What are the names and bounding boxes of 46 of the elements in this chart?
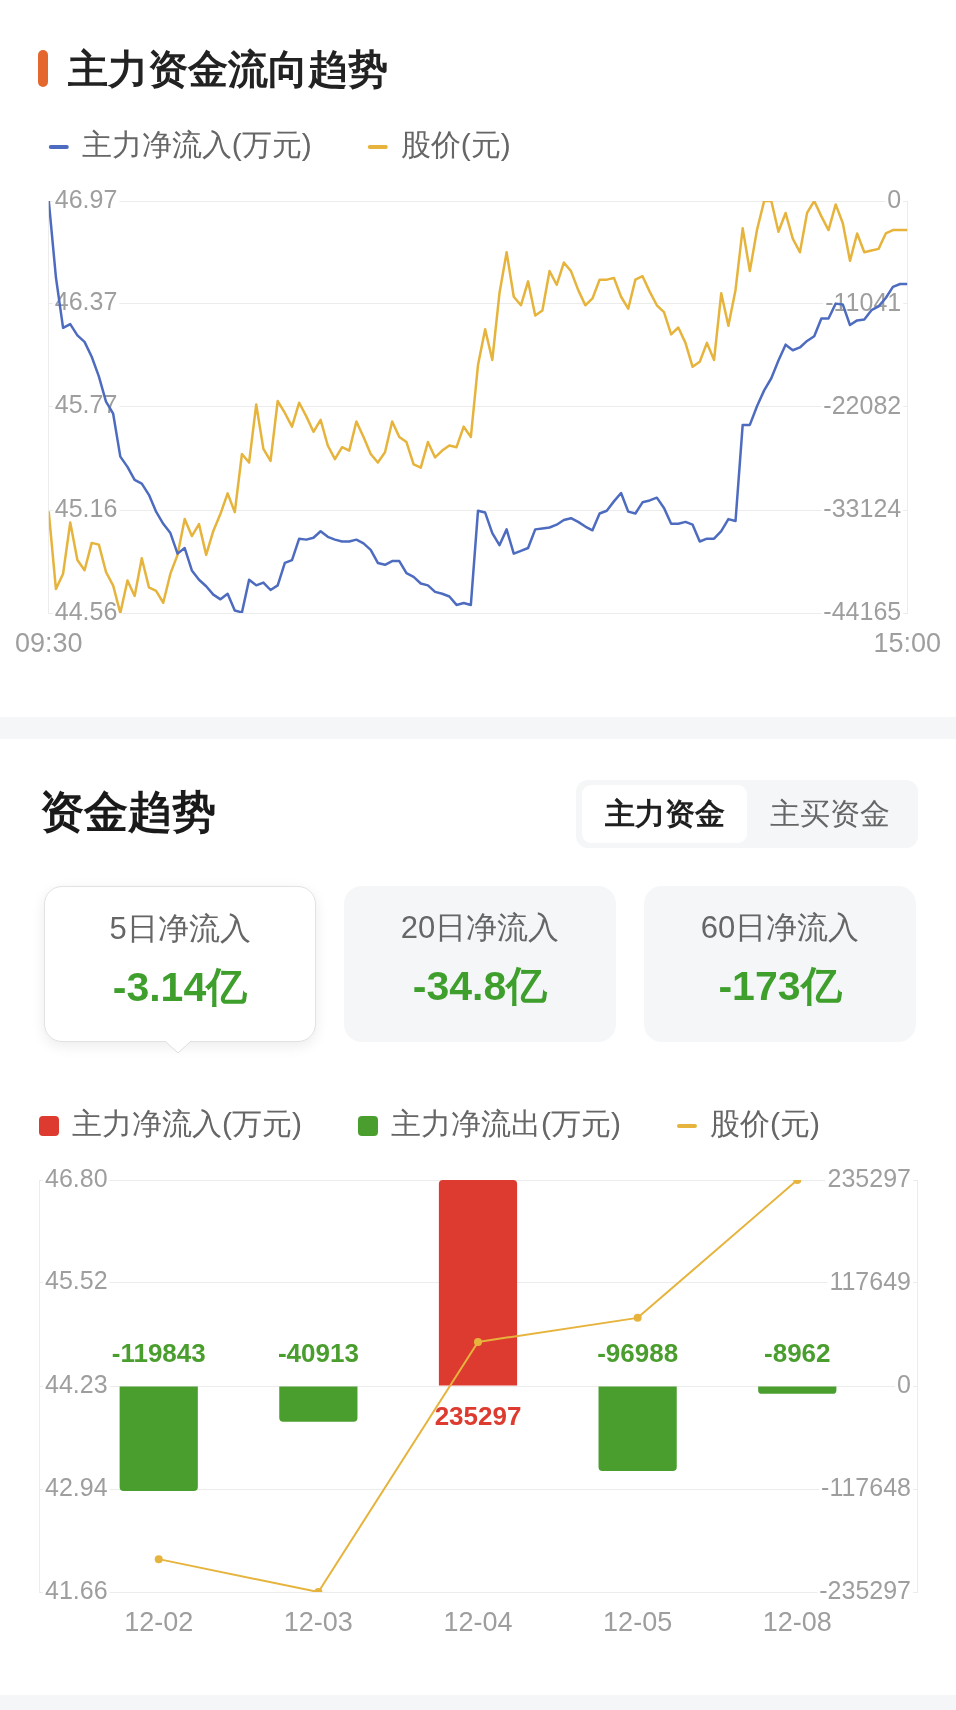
summary-card: 5日净流入 -3.14亿: [44, 886, 316, 1042]
y2-tick-label: -117648: [821, 1472, 911, 1501]
y-tick-label: 42.94: [45, 1473, 108, 1502]
text: 资金趋势: [40, 786, 216, 838]
y2-tick-label: -44165: [823, 596, 902, 625]
legend-label: 股价(元): [400, 128, 511, 162]
summary-card: 60日净流入 -173亿: [644, 886, 916, 1042]
x-tick-label: 15:00: [873, 627, 942, 658]
y2-tick-label: -235297: [819, 1575, 911, 1604]
legend-label: 主力净流入(万元): [81, 128, 312, 162]
data-label: -119843: [111, 1337, 206, 1368]
legend-label: 股价(元): [709, 1107, 820, 1141]
legend-label: 主力净流出(万元): [390, 1107, 621, 1141]
y-tick-label: 44.23: [45, 1369, 108, 1398]
x-tick-label: 12-03: [283, 1606, 353, 1637]
y-tick-label: 45.52: [45, 1266, 108, 1295]
selected-tab: 主力资金: [582, 785, 747, 843]
legend-label: 主力净流入(万元): [72, 1107, 302, 1141]
y2-tick-label: -33124: [823, 493, 902, 522]
category-label: 60日净流入: [699, 909, 861, 947]
data-label: 235297: [434, 1400, 522, 1431]
x-tick-label: 12-02: [124, 1606, 194, 1637]
x-tick-label: 12-08: [762, 1606, 832, 1637]
y-tick-label: 45.16: [54, 494, 118, 523]
y2-tick-label: 235297: [827, 1163, 911, 1192]
y-tick-label: 44.56: [54, 596, 118, 625]
category-label: 20日净流入: [399, 909, 561, 947]
data-label: -40913: [277, 1337, 359, 1368]
y2-tick-label: 0: [887, 184, 902, 213]
category-label: 5日净流入: [108, 910, 252, 948]
point: [474, 1337, 482, 1346]
data-label: -96988: [597, 1337, 679, 1368]
y-tick-label: 46.80: [45, 1163, 108, 1192]
data-label: -8962: [764, 1337, 831, 1368]
tab-switch: 主力资金 主买资金: [576, 780, 918, 848]
y2-tick-label: 0: [897, 1369, 911, 1398]
y2-tick-label: -22082: [823, 390, 902, 419]
x-tick-label: 12-04: [443, 1606, 513, 1637]
y-tick-label: 46.97: [54, 184, 118, 213]
chart-title: 主力资金流向趋势: [68, 46, 388, 93]
point: [633, 1313, 642, 1322]
y2-tick-label: 117649: [829, 1266, 911, 1295]
summary-card: 20日净流入 -34.8亿: [344, 886, 616, 1042]
y-tick-label: 41.66: [45, 1575, 108, 1604]
x-tick-label: 09:30: [14, 627, 83, 658]
x-tick-label: 12-05: [603, 1606, 673, 1637]
